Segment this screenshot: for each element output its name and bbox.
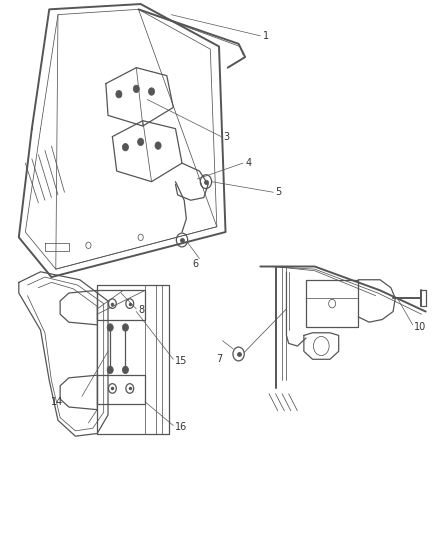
Circle shape <box>122 366 128 374</box>
Circle shape <box>155 142 161 149</box>
Text: 14: 14 <box>51 397 64 407</box>
Text: 8: 8 <box>138 305 145 315</box>
Circle shape <box>133 85 139 93</box>
Text: 10: 10 <box>414 322 426 333</box>
Text: 16: 16 <box>175 422 187 432</box>
Text: 7: 7 <box>216 354 222 364</box>
Text: 1: 1 <box>262 31 268 41</box>
Text: 6: 6 <box>192 259 198 269</box>
Circle shape <box>122 324 128 331</box>
Text: 3: 3 <box>223 132 230 142</box>
Circle shape <box>138 138 144 146</box>
Circle shape <box>122 143 128 151</box>
Circle shape <box>148 88 155 95</box>
Text: 15: 15 <box>175 356 187 366</box>
Text: 4: 4 <box>245 158 251 168</box>
Text: 5: 5 <box>276 187 282 197</box>
Circle shape <box>107 366 113 374</box>
Circle shape <box>107 324 113 331</box>
Circle shape <box>116 91 122 98</box>
